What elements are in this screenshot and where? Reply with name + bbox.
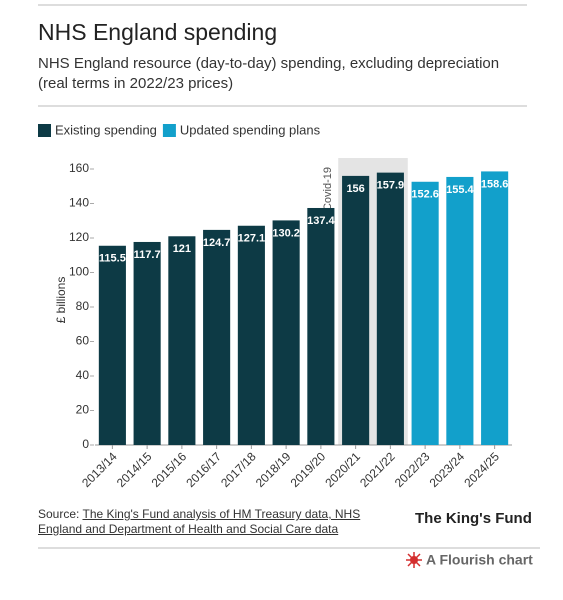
value-label: 115.5 xyxy=(99,253,126,265)
y-tick-label: 140 xyxy=(69,196,89,210)
logo: The King's Fund xyxy=(415,510,532,527)
value-label: 137.4 xyxy=(307,215,335,227)
y-tick-label: 0 xyxy=(82,437,89,451)
y-tick-label: 40 xyxy=(76,368,90,382)
value-label: 158.6 xyxy=(481,178,509,190)
legend-swatch xyxy=(162,124,176,137)
bar xyxy=(237,225,265,445)
x-tick-label: 2021/22 xyxy=(357,449,398,490)
bar xyxy=(98,245,126,445)
value-label: 127.1 xyxy=(238,233,266,245)
x-tick-label: 2024/25 xyxy=(461,449,502,490)
x-tick-label: 2023/24 xyxy=(427,449,468,490)
bar xyxy=(411,181,439,445)
value-label: 156 xyxy=(346,183,364,195)
source-prefix: Source: xyxy=(38,507,80,521)
bar xyxy=(446,176,474,445)
x-tick-label: 2019/20 xyxy=(288,449,329,490)
source: Source: The King's Fund analysis of HM T… xyxy=(38,507,398,537)
legend-label: Existing spending xyxy=(55,122,157,137)
x-tick-label: 2022/23 xyxy=(392,449,433,490)
y-tick-label: 160 xyxy=(69,161,89,175)
chart-title: NHS England spending xyxy=(38,19,277,45)
source-link[interactable]: The King's Fund analysis of HM Treasury … xyxy=(38,507,361,536)
y-tick-label: 100 xyxy=(69,265,89,279)
x-tick-label: 2013/14 xyxy=(79,449,120,490)
x-tick-label: 2018/19 xyxy=(253,449,294,490)
value-label: 124.7 xyxy=(203,237,231,249)
bar xyxy=(168,236,196,445)
x-tick-label: 2015/16 xyxy=(149,449,190,490)
y-axis-label: £ billions xyxy=(54,277,68,324)
y-tick-label: 80 xyxy=(76,299,90,313)
bar xyxy=(133,241,161,445)
bar xyxy=(272,220,300,445)
flourish-icon xyxy=(406,552,422,568)
legend-label: Updated spending plans xyxy=(180,122,321,137)
bar xyxy=(307,207,335,445)
value-label: 152.6 xyxy=(411,189,439,201)
value-label: 117.7 xyxy=(134,249,161,261)
x-tick-label: 2014/15 xyxy=(114,449,155,490)
bar xyxy=(481,171,509,446)
bar xyxy=(203,229,231,445)
annotation: Covid-19 xyxy=(322,167,334,211)
value-label: 157.9 xyxy=(377,180,405,192)
value-label: 121 xyxy=(173,243,191,255)
value-label: 130.2 xyxy=(272,227,300,239)
bar xyxy=(342,175,370,445)
y-tick-label: 60 xyxy=(76,334,90,348)
bar xyxy=(376,172,404,445)
y-tick-label: 120 xyxy=(69,230,89,244)
footer: A Flourish chart xyxy=(426,552,533,568)
subtitle: (real terms in 2022/23 prices) xyxy=(38,75,233,92)
value-label: 155.4 xyxy=(446,184,474,196)
y-tick-label: 20 xyxy=(76,403,90,417)
legend-swatch xyxy=(38,124,51,137)
x-tick-label: 2017/18 xyxy=(218,449,259,490)
x-tick-label: 2020/21 xyxy=(322,449,363,490)
x-tick-label: 2016/17 xyxy=(183,449,224,490)
subtitle: NHS England resource (day-to-day) spendi… xyxy=(38,55,499,72)
